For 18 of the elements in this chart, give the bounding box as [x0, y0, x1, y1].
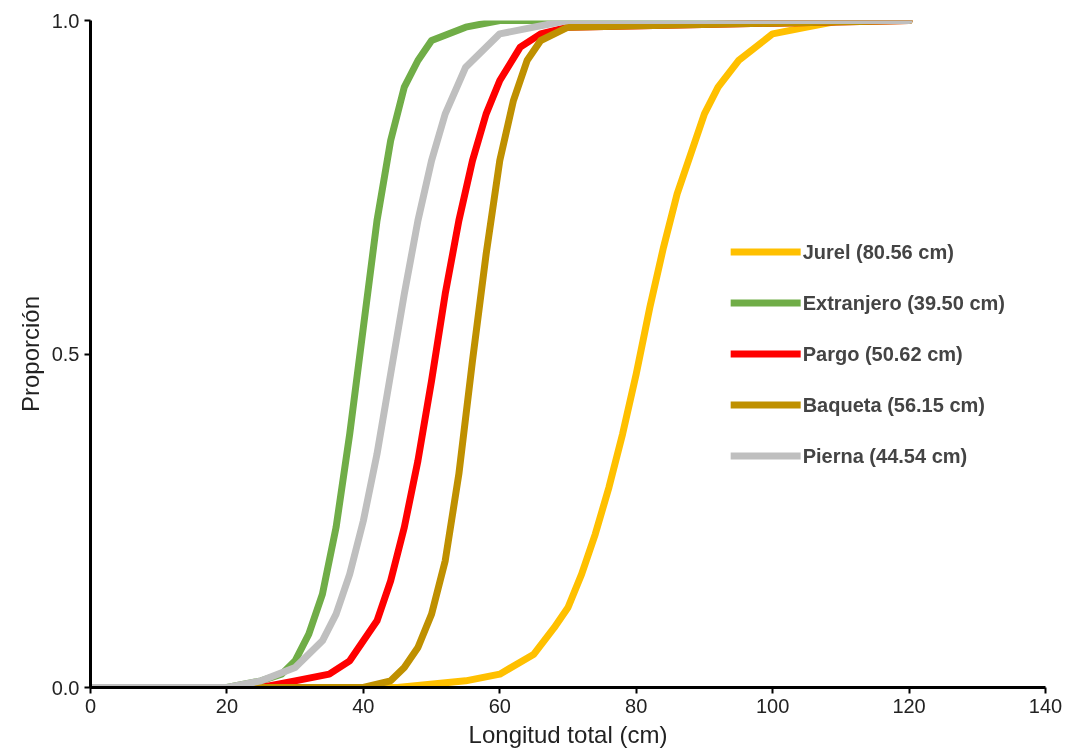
- x-tick-label: 100: [755, 694, 790, 717]
- x-tick-label: 120: [892, 694, 926, 717]
- legend-label: Baqueta (56.15 cm): [802, 393, 985, 416]
- x-tick-label: 80: [625, 694, 648, 717]
- x-tick-label: 20: [215, 694, 239, 717]
- y-axis-title: Proporción: [16, 295, 44, 413]
- legend-label: Jurel (80.56 cm): [802, 240, 954, 263]
- x-tick-label: 0: [84, 694, 97, 717]
- y-tick-label: 1.0: [51, 9, 80, 32]
- y-tick-label: 0.5: [51, 343, 80, 365]
- x-tick-label: 140: [1028, 694, 1063, 717]
- y-tick-label: 0.0: [51, 676, 80, 699]
- legend-label: Pierna (44.54 cm): [802, 444, 968, 467]
- x-tick-label: 40: [352, 694, 375, 717]
- legend-label: Pargo (50.62 cm): [802, 342, 963, 365]
- legend-label: Extranjero (39.50 cm): [802, 291, 1005, 314]
- x-axis-title: Longitud total (cm): [468, 720, 668, 748]
- x-tick-label: 60: [488, 694, 511, 717]
